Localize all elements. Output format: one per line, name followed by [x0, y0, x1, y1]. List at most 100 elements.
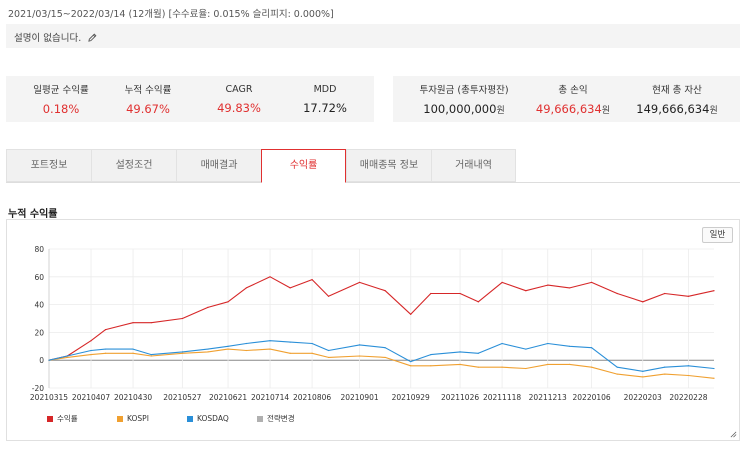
data-point [181, 351, 183, 353]
x-tick-label: 20211213 [529, 393, 567, 402]
data-point [525, 290, 527, 292]
data-point [132, 352, 134, 354]
x-tick-label: 20210430 [114, 393, 152, 402]
data-point [311, 352, 313, 354]
data-point [384, 356, 386, 359]
data-point [547, 342, 549, 345]
legend-swatch [47, 415, 53, 422]
tab-trade-results[interactable]: 매매결과 [176, 149, 261, 182]
legend-label: KOSPI [127, 414, 149, 423]
data-point [384, 290, 386, 292]
data-point [616, 373, 618, 375]
section-title: 누적 수익률 [8, 209, 58, 220]
y-tick-label: 60 [34, 273, 44, 282]
x-tick-label: 20211026 [441, 393, 479, 402]
y-tick-label: 40 [34, 301, 44, 310]
data-point [430, 292, 432, 295]
legend-label: KOSDAQ [197, 414, 229, 423]
tab-portfolio-info[interactable]: 포트정보 [6, 149, 91, 182]
tab-settings[interactable]: 설정조건 [91, 149, 176, 182]
x-tick-label: 20210806 [293, 393, 331, 402]
legend-swatch [117, 415, 123, 422]
stat-daily-return: 일평균 수익률 0.18% [33, 85, 89, 116]
data-point [713, 367, 715, 370]
data-point [384, 347, 386, 349]
data-point [66, 356, 68, 359]
legend-item[interactable]: KOSDAQ [187, 413, 257, 424]
data-point [477, 366, 479, 368]
stat-total-assets: 현재 총 자산 149,666,634원 [636, 85, 718, 116]
data-point [547, 363, 549, 365]
x-tick-label: 20210714 [251, 393, 289, 402]
stat-total-pnl: 총 손익 49,666,634원 [535, 85, 611, 116]
data-point [501, 281, 503, 283]
data-point [132, 322, 134, 324]
series-line-KOSPI [48, 348, 715, 379]
stat-principal: 투자원금 (총투자평잔) 100,000,000원 [419, 85, 509, 116]
data-point [525, 348, 527, 350]
x-tick-label: 20210407 [72, 393, 110, 402]
legend-swatch [257, 415, 263, 422]
stat-cumulative-return: 누적 수익률 49.67% [124, 85, 172, 116]
data-point [327, 356, 330, 359]
x-tick-label: 20220106 [573, 393, 611, 402]
data-point [269, 340, 271, 342]
tab-returns[interactable]: 수익률 [261, 149, 346, 183]
data-point [664, 292, 666, 295]
data-point [227, 345, 229, 347]
y-tick-label: -20 [32, 384, 44, 393]
data-point [642, 376, 644, 378]
x-tick-label: 20220203 [624, 393, 662, 402]
data-point [327, 349, 330, 352]
legend-item[interactable]: 수익률 [47, 413, 117, 424]
data-point [410, 313, 412, 315]
legend-label: 전략변경 [267, 414, 295, 423]
data-point [245, 287, 247, 289]
data-point [181, 317, 183, 320]
data-point [358, 344, 361, 346]
data-point [311, 278, 313, 281]
data-point [150, 322, 152, 324]
resize-handle-icon[interactable] [730, 431, 737, 438]
x-tick-label: 20220228 [669, 393, 707, 402]
legend-item[interactable]: KOSPI [117, 413, 187, 424]
tab-transactions[interactable]: 거래내역 [431, 149, 516, 182]
series-line-수익률 [48, 276, 715, 361]
data-point [132, 348, 134, 350]
data-point [245, 349, 247, 352]
y-tick-label: 0 [39, 356, 44, 365]
data-point [105, 329, 107, 331]
legend-item[interactable]: 전략변경 [257, 413, 327, 424]
x-tick-label: 20210527 [163, 393, 201, 402]
data-point [227, 301, 229, 303]
legend-label: 수익률 [57, 414, 78, 423]
legend-swatch [187, 415, 193, 422]
data-point [207, 348, 209, 350]
data-point [245, 342, 247, 345]
stat-cagr: CAGR 49.83% [217, 83, 261, 115]
data-point [501, 366, 503, 368]
chart-plot: -20 0 20 40 60 80 20210315 20210407 20210430 2021… [30, 245, 715, 402]
data-point [459, 292, 461, 295]
data-point [207, 351, 209, 353]
pencil-icon[interactable] [88, 33, 97, 45]
data-point [459, 351, 461, 353]
data-point [477, 301, 479, 303]
description-box: 설명이 없습니다. [6, 24, 740, 48]
data-point [590, 366, 593, 368]
data-point [616, 366, 618, 368]
chart-mode-button[interactable]: 일반 [702, 227, 733, 243]
tab-traded-stocks[interactable]: 매매종목 정보 [346, 149, 431, 182]
data-point [525, 367, 527, 370]
stats-summary-returns: 일평균 수익률 0.18% 누적 수익률 49.67% CAGR 49.83% … [6, 76, 374, 122]
data-point [105, 352, 107, 354]
data-point [687, 374, 690, 377]
data-point [459, 363, 461, 365]
data-point [642, 301, 644, 303]
data-point [181, 352, 183, 354]
data-point [687, 365, 690, 367]
data-point [590, 281, 593, 283]
data-point [616, 292, 618, 295]
x-tick-label: 20210901 [340, 393, 378, 402]
x-tick-label: 20210929 [392, 393, 430, 402]
